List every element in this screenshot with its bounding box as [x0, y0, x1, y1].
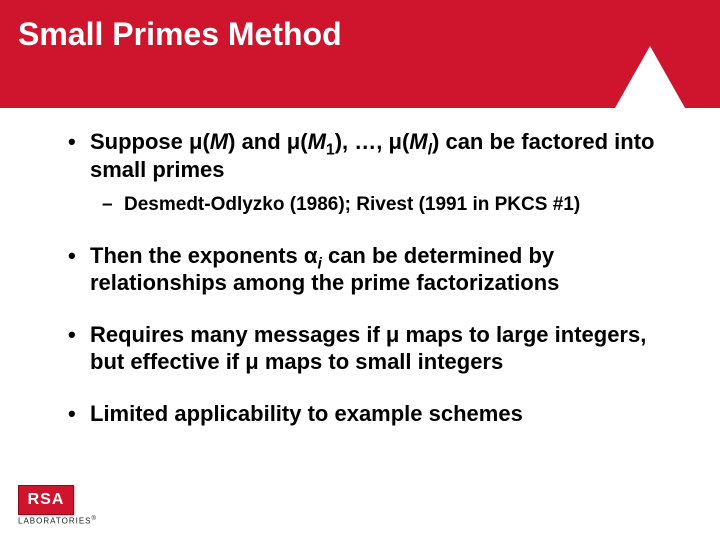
slide-title: Small Primes Method — [18, 16, 342, 53]
logo-text: RSA — [28, 491, 65, 509]
logo: RSA LABORATORIES® — [18, 485, 97, 526]
bullet-item: Limited applicability to example schemes — [68, 400, 670, 428]
logo-box: RSA — [18, 485, 74, 515]
bullet-item: Requires many messages if μ maps to larg… — [68, 321, 670, 376]
bullet-item: Then the exponents αi can be determined … — [68, 242, 670, 297]
sub-bullet-list: Desmedt-Odlyzko (1986); Rivest (1991 in … — [90, 193, 670, 218]
bullet-text: Then the exponents αi can be determined … — [90, 243, 559, 296]
bullet-text: Suppose μ(M) and μ(M1), …, μ(Ml) can be … — [90, 129, 655, 182]
sub-bullet-item: Desmedt-Odlyzko (1986); Rivest (1991 in … — [102, 193, 670, 218]
slide-root: Small Primes Method Suppose μ(M) and μ(M… — [0, 0, 720, 540]
bullet-list: Suppose μ(M) and μ(M1), …, μ(Ml) can be … — [68, 128, 670, 427]
title-band-triangle-icon — [615, 46, 685, 108]
slide-content: Suppose μ(M) and μ(M1), …, μ(Ml) can be … — [68, 128, 670, 451]
logo-subtext: LABORATORIES® — [18, 516, 97, 526]
bullet-text: Requires many messages if μ maps to larg… — [90, 322, 646, 375]
bullet-item: Suppose μ(M) and μ(M1), …, μ(Ml) can be … — [68, 128, 670, 218]
bullet-text: Limited applicability to example schemes — [90, 401, 523, 426]
title-band: Small Primes Method — [0, 0, 720, 108]
